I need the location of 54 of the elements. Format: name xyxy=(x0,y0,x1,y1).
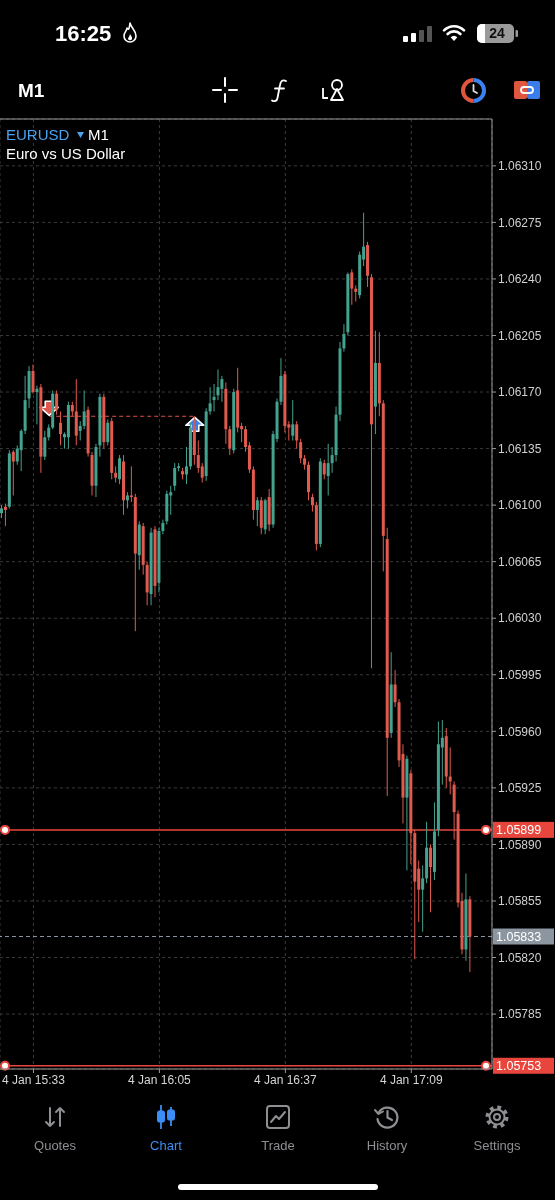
y-tick-label: 1.05785 xyxy=(498,1007,542,1022)
candlestick xyxy=(429,843,433,913)
y-tick-label: 1.05820 xyxy=(498,950,542,965)
ref-line-label: 1.05899 xyxy=(496,822,542,837)
candlestick xyxy=(82,389,86,430)
candlestick xyxy=(35,385,39,425)
candlestick xyxy=(322,459,326,480)
y-tick-label: 1.06170 xyxy=(498,385,542,400)
candlestick xyxy=(326,443,330,496)
y-tick-label: 1.06030 xyxy=(498,611,542,626)
text: M1 xyxy=(18,80,45,101)
text: 16:25 xyxy=(55,21,112,46)
candlestick xyxy=(78,420,82,442)
candlestick xyxy=(299,438,303,464)
x-tick-label: 4 Jan 15:33 xyxy=(2,1072,66,1087)
candlestick xyxy=(173,462,177,492)
x-tick-label: 4 Jan 17:09 xyxy=(379,1072,443,1087)
candlestick xyxy=(295,420,299,450)
candlestick xyxy=(106,419,110,446)
ref-line-label: 1.05753 xyxy=(496,1058,542,1073)
candlestick xyxy=(255,496,259,527)
text: 24 xyxy=(489,25,505,41)
y-tick-label: 1.06135 xyxy=(498,441,542,456)
y-tick-label: 1.05925 xyxy=(498,781,542,796)
annotation: M1 xyxy=(88,126,109,143)
x-tick-label: 4 Jan 16:05 xyxy=(128,1072,192,1087)
text: EURUSD xyxy=(6,126,70,143)
text: History xyxy=(366,1138,408,1153)
text: Trade xyxy=(261,1138,295,1153)
candlestick xyxy=(291,399,295,442)
candlestick xyxy=(31,364,35,395)
ref-line-label: 1.05833 xyxy=(496,929,542,944)
y-tick-label: 1.05890 xyxy=(498,837,542,852)
y-tick-label: 1.06310 xyxy=(498,159,542,174)
candlestick xyxy=(421,864,425,933)
text: Chart xyxy=(150,1138,182,1153)
x-tick-label: 4 Jan 16:37 xyxy=(254,1072,318,1087)
candlestick xyxy=(196,440,200,474)
y-tick-label: 1.06240 xyxy=(498,272,542,287)
y-tick-label: 1.05960 xyxy=(498,724,542,739)
y-tick-label: 1.05995 xyxy=(498,668,542,683)
y-tick-label: 1.06275 xyxy=(498,215,542,230)
candlestick xyxy=(350,268,354,306)
text: Euro vs US Dollar xyxy=(6,145,126,162)
candlestick xyxy=(118,454,122,485)
candlestick xyxy=(129,465,133,503)
text: Settings xyxy=(473,1138,521,1153)
y-tick-label: 1.06205 xyxy=(498,328,542,343)
candlestick xyxy=(11,449,15,496)
y-tick-label: 1.05855 xyxy=(498,894,542,909)
y-tick-label: 1.06065 xyxy=(498,554,542,569)
candlestick xyxy=(43,430,47,461)
text: Quotes xyxy=(34,1138,76,1153)
y-tick-label: 1.06100 xyxy=(498,498,542,513)
